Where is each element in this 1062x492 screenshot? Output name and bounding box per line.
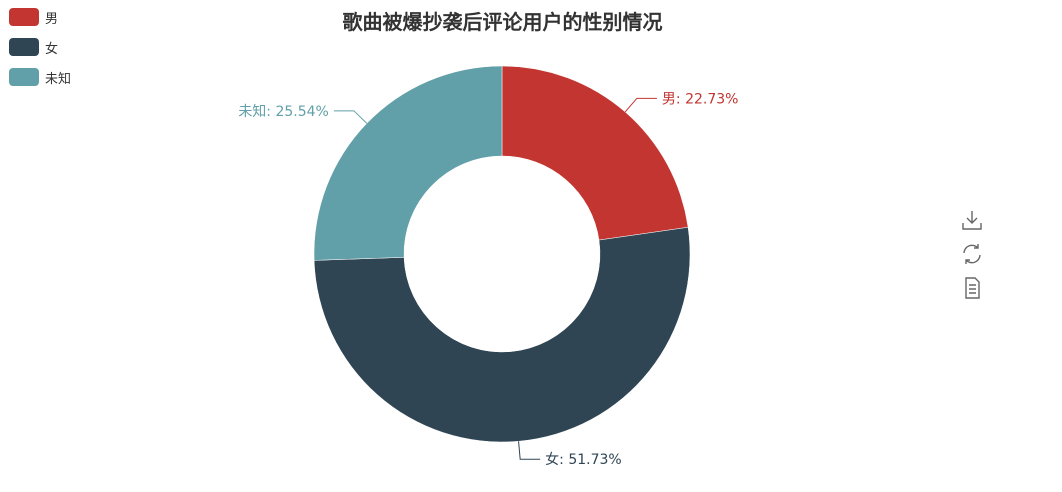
legend-swatch-male [9, 8, 39, 26]
label-line-female [518, 441, 541, 460]
legend-label-male: 男 [45, 11, 59, 27]
legend-swatch-female [9, 38, 39, 56]
pie-slice-male[interactable] [501, 65, 689, 241]
legend: 男 女 未知 [9, 7, 71, 97]
data-view-icon[interactable] [960, 276, 984, 300]
refresh-icon[interactable] [960, 242, 984, 266]
legend-item-male[interactable]: 男 [9, 7, 71, 27]
legend-item-female[interactable]: 女 [9, 37, 71, 57]
slice-label-male: 男: 22.73% [662, 91, 739, 107]
legend-swatch-unknown [9, 68, 39, 86]
label-line-male [624, 97, 657, 113]
slice-label-female: 女: 51.73% [545, 451, 622, 468]
download-icon[interactable] [960, 208, 984, 232]
pie-slice-female[interactable] [313, 226, 691, 443]
slice-label-unknown: 未知: 25.54% [238, 103, 329, 120]
chart-title: 歌曲被爆抄袭后评论用户的性别情况 [342, 10, 663, 34]
legend-item-unknown[interactable]: 未知 [9, 67, 71, 87]
legend-label-female: 女 [45, 41, 59, 57]
toolbox [960, 208, 984, 310]
label-line-unknown [333, 110, 368, 124]
pie-slice-unknown[interactable] [313, 65, 503, 261]
legend-label-unknown: 未知 [45, 71, 72, 87]
